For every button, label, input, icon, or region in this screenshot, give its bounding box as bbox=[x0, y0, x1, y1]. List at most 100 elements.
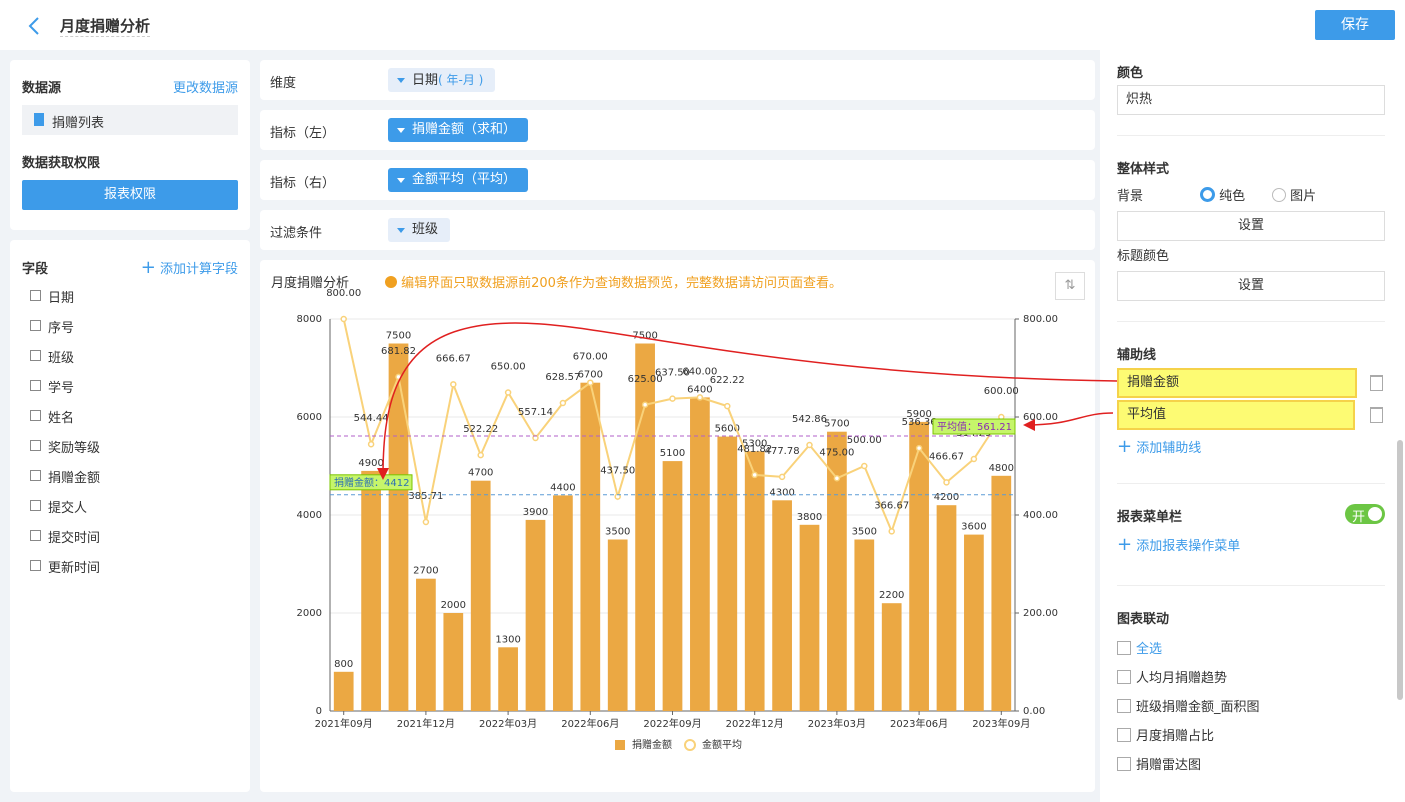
field-item[interactable]: 学号 bbox=[30, 376, 230, 396]
label: 字段 bbox=[22, 262, 49, 277]
field-item[interactable]: 姓名 bbox=[30, 406, 230, 426]
bar bbox=[388, 343, 409, 711]
field-item[interactable]: 奖励等级 bbox=[30, 436, 230, 456]
pill-value: 日期 bbox=[412, 73, 439, 88]
bar bbox=[333, 671, 354, 711]
line-point bbox=[367, 440, 375, 448]
source[interactable]: 捐赠列表 bbox=[22, 105, 238, 135]
config-pill[interactable]: 捐赠金额（求和） bbox=[388, 118, 529, 142]
back-icon[interactable] bbox=[26, 16, 42, 36]
field-item[interactable]: 日期 bbox=[30, 286, 230, 306]
toggle[interactable]: 开 bbox=[1345, 504, 1385, 525]
checkbox[interactable] bbox=[1117, 670, 1131, 684]
delete-icon[interactable] bbox=[1370, 375, 1383, 391]
line-point bbox=[559, 399, 567, 407]
bar bbox=[964, 534, 984, 711]
link-item[interactable]: 月度捐赠占比 bbox=[1136, 729, 1215, 744]
mark-line-label: 捐赠金额：4412 bbox=[334, 476, 409, 489]
link-item[interactable]: 捐赠雷达图 bbox=[1136, 758, 1202, 773]
add-field[interactable]: 添加计算字段 bbox=[159, 262, 238, 277]
y2-tick-label: 200.00 bbox=[1023, 608, 1058, 619]
x-tick-label: 2022年06月 bbox=[561, 717, 619, 730]
line-point bbox=[587, 379, 594, 386]
x-tick-label: 2023年06月 bbox=[890, 717, 948, 730]
bar-value-label: 1300 bbox=[495, 634, 520, 645]
bar bbox=[607, 539, 628, 711]
add-menu[interactable]: 添加报表操作菜单 bbox=[1136, 539, 1241, 554]
right-panel: 颜色 炽热 整体样式 背景 纯色 图片 设置 标题颜色 设置 辅助线 + 添加辅… bbox=[1100, 50, 1405, 802]
checkbox[interactable] bbox=[1117, 699, 1131, 713]
link[interactable]: + 添加辅助线 bbox=[1117, 436, 1202, 457]
mark-line-label: 平均值：561.21 bbox=[937, 420, 1012, 433]
bar-value-label: 800 bbox=[334, 659, 353, 670]
bar bbox=[580, 382, 601, 711]
y-tick-label: 8000 bbox=[297, 314, 322, 325]
x-tick-label: 2022年09月 bbox=[643, 717, 701, 730]
link-item[interactable]: 人均月捐赠趋势 bbox=[1136, 671, 1228, 686]
bar-value-label: 5700 bbox=[824, 419, 849, 430]
field-icon bbox=[30, 380, 41, 391]
y2-tick-label: 800.00 bbox=[1023, 314, 1058, 325]
bar-value-label: 4200 bbox=[934, 492, 959, 503]
line-value-label: 600.00 bbox=[984, 386, 1019, 397]
toggle-label: 开 bbox=[1352, 510, 1366, 525]
field-icon bbox=[30, 470, 41, 481]
radio-label: 纯色 bbox=[1219, 189, 1246, 204]
swap-button[interactable]: ⇅ bbox=[1055, 272, 1085, 300]
label: 数据获取权限 bbox=[22, 156, 101, 171]
bar-value-label: 5100 bbox=[660, 448, 685, 459]
field-item[interactable]: 更新时间 bbox=[30, 556, 230, 576]
label: 图表联动 bbox=[1117, 612, 1170, 627]
checkbox[interactable] bbox=[1117, 757, 1131, 771]
bar bbox=[470, 480, 491, 711]
config-pill[interactable]: 金额平均（平均） bbox=[388, 168, 529, 192]
y2-tick-label: 0.00 bbox=[1023, 706, 1045, 717]
bar-value-label: 2000 bbox=[441, 600, 466, 611]
config-pill[interactable]: 日期( 年-月 ) bbox=[388, 68, 496, 92]
line-point bbox=[340, 315, 347, 323]
legend-label: 金额平均 bbox=[702, 738, 742, 751]
set-button[interactable]: 设置 bbox=[1117, 271, 1385, 301]
bar bbox=[936, 505, 957, 711]
checkbox[interactable] bbox=[1117, 641, 1131, 655]
field-item[interactable]: 提交人 bbox=[30, 496, 230, 516]
field-item[interactable]: 提交时间 bbox=[30, 526, 230, 546]
field-icon bbox=[30, 440, 41, 451]
link[interactable]: + 添加报表操作菜单 bbox=[1117, 534, 1241, 555]
link-item[interactable]: 全选 bbox=[1136, 642, 1163, 657]
set-button[interactable]: 设置 bbox=[1117, 211, 1385, 241]
link[interactable]: 更改数据源 bbox=[172, 81, 238, 96]
delete-icon[interactable] bbox=[1370, 407, 1383, 423]
bar-value-label: 2700 bbox=[413, 566, 438, 577]
radio[interactable]: 纯色 bbox=[1200, 185, 1245, 204]
radio[interactable]: 图片 bbox=[1272, 185, 1316, 204]
field-item[interactable]: 班级 bbox=[30, 346, 230, 366]
bar bbox=[361, 470, 381, 711]
label: 报表菜单栏 bbox=[1117, 510, 1183, 525]
aux-line-input[interactable]: 平均值 bbox=[1117, 400, 1355, 430]
line-point bbox=[669, 395, 676, 402]
field-item[interactable]: 序号 bbox=[30, 316, 230, 336]
config-pill[interactable]: 班级 bbox=[388, 218, 451, 242]
header: 月度捐赠分析 保存 bbox=[0, 0, 1405, 50]
bar bbox=[991, 475, 1012, 711]
aux-line-input[interactable]: 捐赠金额 bbox=[1117, 368, 1357, 398]
notice-text: 编辑界面只取数据源前200条作为查询数据预览，完整数据请访问页面查看。 bbox=[401, 276, 842, 291]
line-value-label: 475.00 bbox=[819, 447, 854, 458]
y-tick-label: 2000 bbox=[297, 608, 322, 619]
pill-caret bbox=[397, 78, 405, 83]
link-item[interactable]: 班级捐赠金额_面积图 bbox=[1136, 700, 1260, 715]
field-name: 班级 bbox=[48, 351, 75, 366]
add-aux[interactable]: 添加辅助线 bbox=[1136, 441, 1202, 456]
pill-suffix: ( 年-月 ) bbox=[438, 73, 484, 87]
save-button[interactable]: 保存 bbox=[1315, 10, 1395, 40]
line-point bbox=[395, 373, 402, 381]
field-item[interactable]: 捐赠金额 bbox=[30, 466, 230, 486]
permission-button[interactable]: 报表权限 bbox=[22, 180, 238, 210]
link[interactable]: + 添加计算字段 bbox=[140, 257, 238, 278]
color-select[interactable]: 炽热 bbox=[1117, 85, 1385, 115]
checkbox[interactable] bbox=[1117, 728, 1131, 742]
bar bbox=[443, 613, 464, 711]
label: 数据源 bbox=[22, 81, 62, 96]
line-point bbox=[724, 402, 731, 410]
